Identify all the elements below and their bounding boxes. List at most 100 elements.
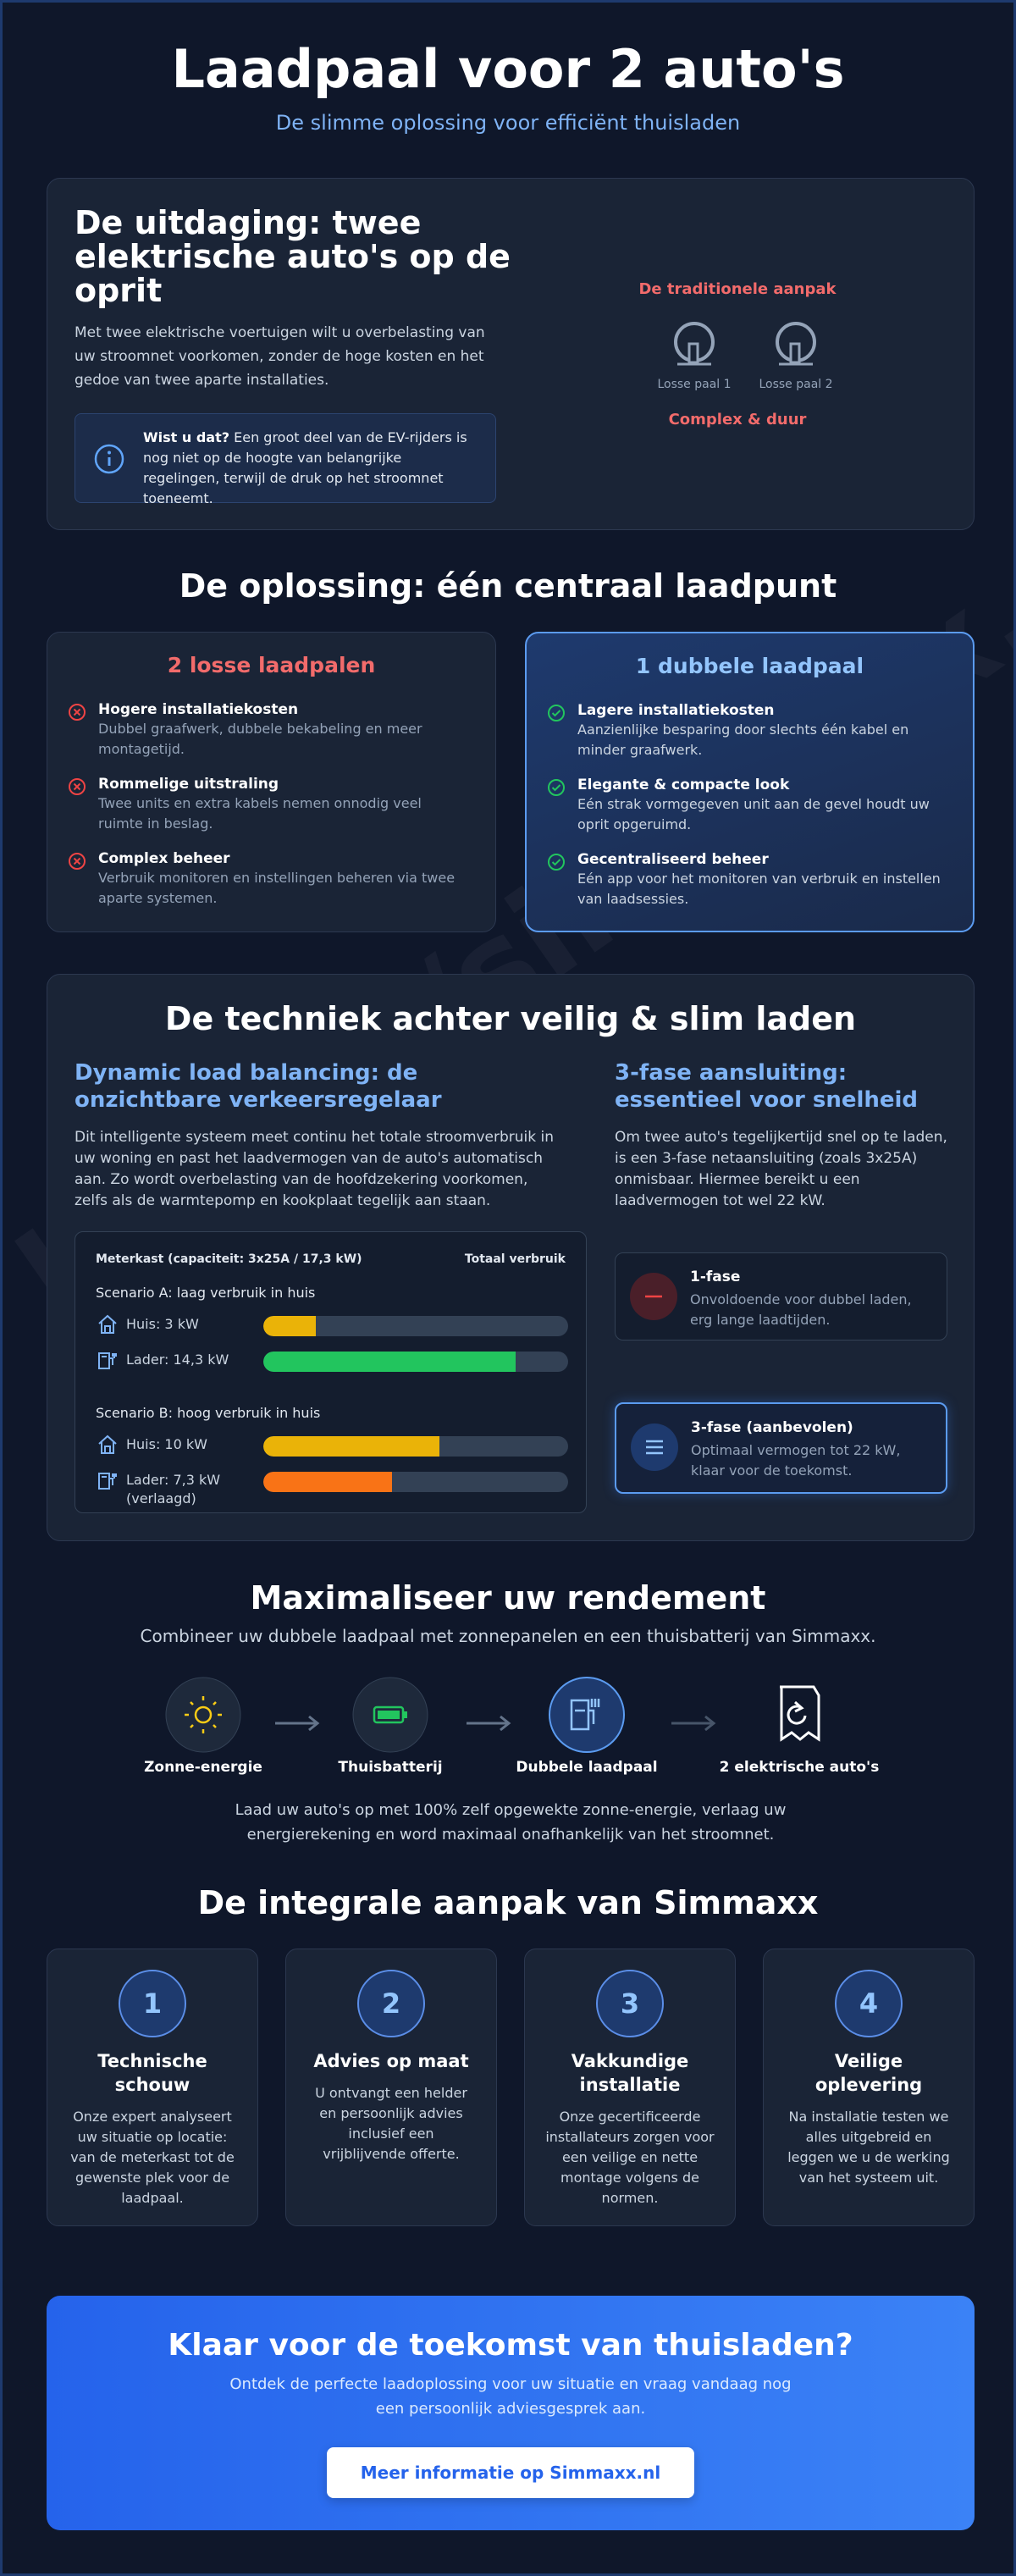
approach-title: De integrale aanpak van Simmaxx bbox=[197, 1884, 819, 1921]
step-text: U ontvangt een helder en persoonlijk adv… bbox=[315, 2085, 467, 2162]
house-icon bbox=[96, 1313, 119, 1340]
meter-total: Totaal verbruik bbox=[464, 1252, 566, 1266]
maximize-title: Maximaliseer uw rendement bbox=[250, 1579, 766, 1617]
flow-icon bbox=[165, 1677, 241, 1756]
step-title: Technische schouw bbox=[97, 2051, 207, 2095]
option-title: 1-fase bbox=[690, 1269, 741, 1285]
item-text: Dubbel graafwerk, dubbele bekabeling en … bbox=[98, 721, 422, 757]
step-number: 2 bbox=[357, 1970, 425, 2037]
bar bbox=[263, 1352, 516, 1372]
step-text: Na installatie testen we alles uitgebrei… bbox=[787, 2109, 950, 2186]
title: Laadpaal voor 2 auto's bbox=[171, 38, 845, 100]
flow-arrow bbox=[273, 1713, 321, 1737]
pole-icon bbox=[776, 322, 816, 366]
technique-card: De techniek achter veilig & slim laden D… bbox=[47, 974, 975, 1541]
approach-card: 1 Technische schouw Onze expert analyseert… bbox=[47, 1949, 258, 2226]
info-body: Een groot deel van de EV-rijders is nog … bbox=[143, 429, 467, 506]
solution-card: 1 dubbele laadpaal Lagere installatiekost… bbox=[525, 632, 975, 932]
cta-text: Ontdek de perfecte laadoplossing voor uw… bbox=[229, 2375, 792, 2418]
subtitle: De slimme oplossing voor efficiënt thuis… bbox=[275, 111, 741, 135]
option-title: 3-fase (aanbevolen) bbox=[691, 1419, 853, 1436]
meter-box: Meterkast (capaciteit: 3x25A / 17,3 kW) … bbox=[75, 1231, 587, 1513]
meter-title: Meterkast (capaciteit: 3x25A / 17,3 kW) bbox=[96, 1252, 362, 1266]
maximize-subtitle: Combineer uw dubbele laadpaal met zonnep… bbox=[140, 1626, 876, 1646]
info-bold: Wist u dat? bbox=[143, 429, 230, 445]
verdict: Complex & duur bbox=[668, 411, 807, 428]
bar-track bbox=[263, 1352, 568, 1372]
flow-icon bbox=[761, 1677, 837, 1756]
bar bbox=[263, 1436, 440, 1457]
flow-label: Thuisbatterij bbox=[338, 1759, 443, 1776]
cta-button[interactable]: Meer informatie op Simmaxx.nl bbox=[327, 2447, 694, 2498]
pole-label: Losse paal 2 bbox=[759, 378, 833, 391]
check-icon bbox=[547, 778, 566, 800]
item-title: Rommelige uitstraling bbox=[98, 776, 279, 793]
pole-icon bbox=[674, 322, 715, 366]
step-title: Vakkundige installatie bbox=[571, 2051, 689, 2095]
item-title: Elegante & compacte look bbox=[577, 777, 790, 793]
step-number: 1 bbox=[119, 1970, 186, 2037]
challenge-text: Met twee elektrische voertuigen wilt u o… bbox=[75, 324, 485, 389]
phase-text: Om twee auto's tegelijkertijd snel op te… bbox=[615, 1129, 947, 1209]
item-title: Hogere installatiekosten bbox=[98, 701, 299, 718]
cta-box: Klaar voor de toekomst van thuisladen? O… bbox=[47, 2296, 975, 2530]
pole-label: Losse paal 1 bbox=[657, 378, 732, 391]
item-title: Lagere installatiekosten bbox=[577, 702, 775, 719]
check-icon bbox=[547, 704, 566, 726]
flow-icon bbox=[352, 1677, 428, 1756]
pole: Losse paal 2 bbox=[745, 318, 847, 391]
dlb-text: Dit intelligente systeem meet continu he… bbox=[75, 1129, 555, 1209]
solution-card: 2 losse laadpalen Hogere installatiekoste… bbox=[47, 632, 496, 932]
challenge-card: De uitdaging: twee elektrische auto's op… bbox=[47, 178, 975, 530]
flow-label: Zonne-energie bbox=[144, 1759, 262, 1776]
option-text: Onvoldoende voor dubbel laden, erg lange… bbox=[690, 1291, 912, 1328]
approach-card: 2 Advies op maat U ontvangt een helder en … bbox=[285, 1949, 497, 2226]
item-title: Gecentraliseerd beheer bbox=[577, 851, 769, 868]
approach-card: 4 Veilige oplevering Na installatie testen… bbox=[763, 1949, 975, 2226]
solution-item: Gecentraliseerd beheer Eén app voor het m… bbox=[548, 850, 947, 909]
item-text: Verbruik monitoren en instellingen beher… bbox=[98, 870, 456, 906]
cross-icon bbox=[68, 852, 86, 874]
solution-item: Lagere installatiekosten Aanzienlijke bes… bbox=[548, 701, 947, 760]
phase-icon bbox=[630, 1423, 679, 1475]
flow-icon bbox=[549, 1677, 625, 1756]
item-text: Twee units en extra kabels nemen onnodig… bbox=[98, 795, 422, 832]
row-label: Lader: 14,3 kW bbox=[126, 1352, 229, 1368]
step-text: Onze gecertificeerde installateurs zorge… bbox=[545, 2109, 715, 2206]
check-icon bbox=[547, 853, 566, 875]
step-title: Advies op maat bbox=[313, 2051, 469, 2071]
flow-label: Dubbele laadpaal bbox=[516, 1759, 658, 1776]
flow-label: 2 elektrische auto's bbox=[719, 1759, 880, 1776]
scenario-title: Scenario B: hoog verbruik in huis bbox=[96, 1405, 321, 1421]
solution-card-title: 1 dubbele laadpaal bbox=[635, 654, 864, 678]
bar-track bbox=[263, 1316, 568, 1336]
cross-icon bbox=[68, 703, 86, 725]
phase-title: 3-fase aansluiting: essentieel voor snel… bbox=[615, 1060, 919, 1113]
solution-item: Rommelige uitstraling Twee units en extra… bbox=[69, 775, 470, 834]
item-text: Aanzienlijke besparing door slechts één … bbox=[577, 721, 909, 758]
option-text: Optimaal vermogen tot 22 kW, klaar voor … bbox=[691, 1442, 901, 1479]
pole: Losse paal 1 bbox=[643, 318, 745, 391]
step-number: 4 bbox=[835, 1970, 903, 2037]
flow-arrow bbox=[670, 1713, 717, 1737]
step-number: 3 bbox=[596, 1970, 664, 2037]
solution-item: Complex beheer Verbruik monitoren en inst… bbox=[69, 849, 470, 909]
item-text: Eén strak vormgegeven unit aan de gevel … bbox=[577, 796, 930, 832]
item-title: Complex beheer bbox=[98, 850, 230, 867]
approach-label: De traditionele aanpak bbox=[638, 280, 837, 298]
row-label: Lader: 7,3 kW (verlaagd) bbox=[126, 1472, 221, 1506]
solution-title: De oplossing: één centraal laadpunt bbox=[179, 567, 837, 605]
bar bbox=[263, 1316, 317, 1336]
dlb-title: Dynamic load balancing: de onzichtbare v… bbox=[75, 1060, 442, 1113]
solution-item: Elegante & compacte look Eén strak vormge… bbox=[548, 776, 947, 835]
solution-card-title: 2 losse laadpalen bbox=[167, 653, 376, 677]
cross-icon bbox=[68, 777, 86, 799]
charger-icon bbox=[96, 1468, 119, 1495]
technique-title: De techniek achter veilig & slim laden bbox=[164, 1000, 857, 1037]
info-icon bbox=[94, 444, 124, 474]
phase-option: 1-fase Onvoldoende voor dubbel laden, erg… bbox=[615, 1252, 947, 1341]
cta-title: Klaar voor de toekomst van thuisladen? bbox=[168, 2328, 853, 2363]
phase-option: 3-fase (aanbevolen) Optimaal vermogen tot… bbox=[615, 1402, 947, 1494]
